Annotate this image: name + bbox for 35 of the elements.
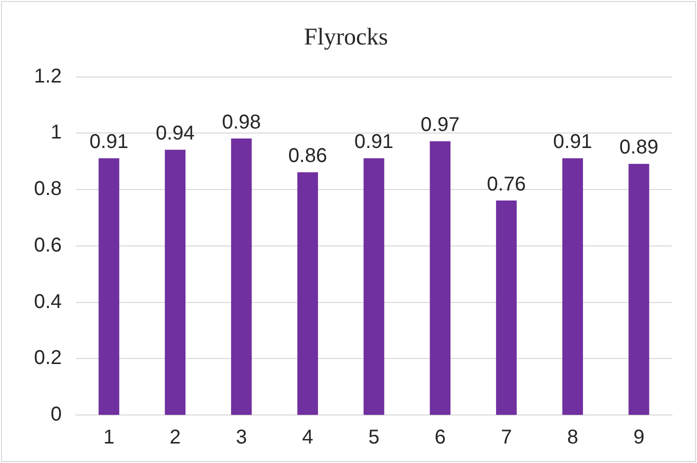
bar: [496, 200, 517, 415]
bar: [231, 138, 252, 415]
y-tick-label: 1.2: [34, 65, 62, 88]
data-label: 0.91: [89, 131, 128, 154]
bar: [98, 158, 120, 415]
x-tick-label: 5: [368, 426, 380, 449]
chart-title: Flyrocks: [304, 24, 388, 51]
bar: [628, 164, 650, 415]
x-tick-label: 9: [633, 426, 644, 449]
y-tick-label: 1: [50, 122, 62, 144]
y-tick-label: 0.8: [34, 178, 62, 200]
data-label: 0.86: [288, 145, 328, 168]
bar: [562, 158, 583, 415]
x-tick-label: 3: [236, 426, 247, 449]
x-tick-label: 8: [567, 426, 578, 449]
x-tick-label: 2: [170, 426, 181, 449]
data-label: 0.94: [156, 122, 195, 145]
y-tick-label: 0: [50, 404, 62, 426]
x-tick-label: 4: [302, 426, 314, 449]
x-tick-label: 1: [103, 426, 114, 449]
y-tick-label: 0.2: [34, 347, 62, 370]
x-tick-label: 6: [434, 426, 446, 449]
data-label: 0.98: [222, 111, 261, 134]
y-tick-label: 0.4: [34, 290, 62, 313]
x-tick-label: 7: [500, 426, 512, 449]
bar: [297, 172, 318, 415]
data-label: 0.97: [420, 114, 460, 136]
bar: [164, 150, 186, 415]
y-tick-label: 0.6: [34, 234, 62, 256]
bar: [364, 158, 384, 415]
data-label: 0.89: [619, 136, 658, 159]
data-label: 0.91: [354, 131, 394, 154]
data-label: 0.76: [486, 173, 526, 196]
data-label: 0.91: [553, 131, 592, 154]
bar: [430, 141, 450, 415]
